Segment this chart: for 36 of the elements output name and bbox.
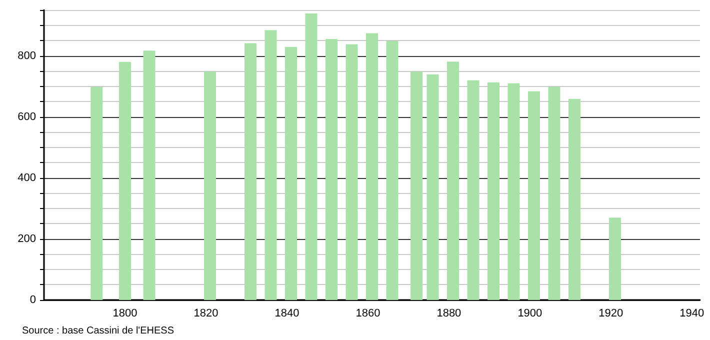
bar [264,30,277,300]
x-tick-label: 1920 [598,308,624,320]
y-tick-label: 200 [18,232,36,245]
y-tick-label: 600 [18,110,36,123]
bar [90,86,103,300]
bar [285,46,298,300]
bar [446,62,459,300]
bar [386,40,398,300]
bar [366,33,378,300]
bar [346,44,358,300]
bar [608,218,621,300]
x-tick-label: 1900 [518,308,542,320]
bar [508,83,520,300]
x-tick-label: 1840 [274,308,300,320]
x-tick-label: 1820 [194,308,218,320]
source-note: Source : base Cassini de l'EHESS [22,326,174,336]
bar [326,39,338,300]
x-tick-label: 1880 [436,308,462,320]
x-tick-label: 1800 [112,308,138,320]
bar [528,91,540,300]
bar [467,80,480,300]
y-tick-label: 0 [30,294,36,306]
bar [548,86,560,300]
x-tick-label: 1860 [356,308,380,320]
bar [487,82,500,300]
y-tick-label: 400 [18,172,36,184]
bar [568,98,580,300]
bar [204,72,216,300]
y-tick-label: 800 [18,50,36,62]
bar [244,43,257,300]
bar [143,50,156,300]
bar [410,72,423,300]
x-tick-label: 1940 [680,308,704,320]
bar [426,74,439,300]
bar [305,13,318,300]
bar [118,62,131,300]
